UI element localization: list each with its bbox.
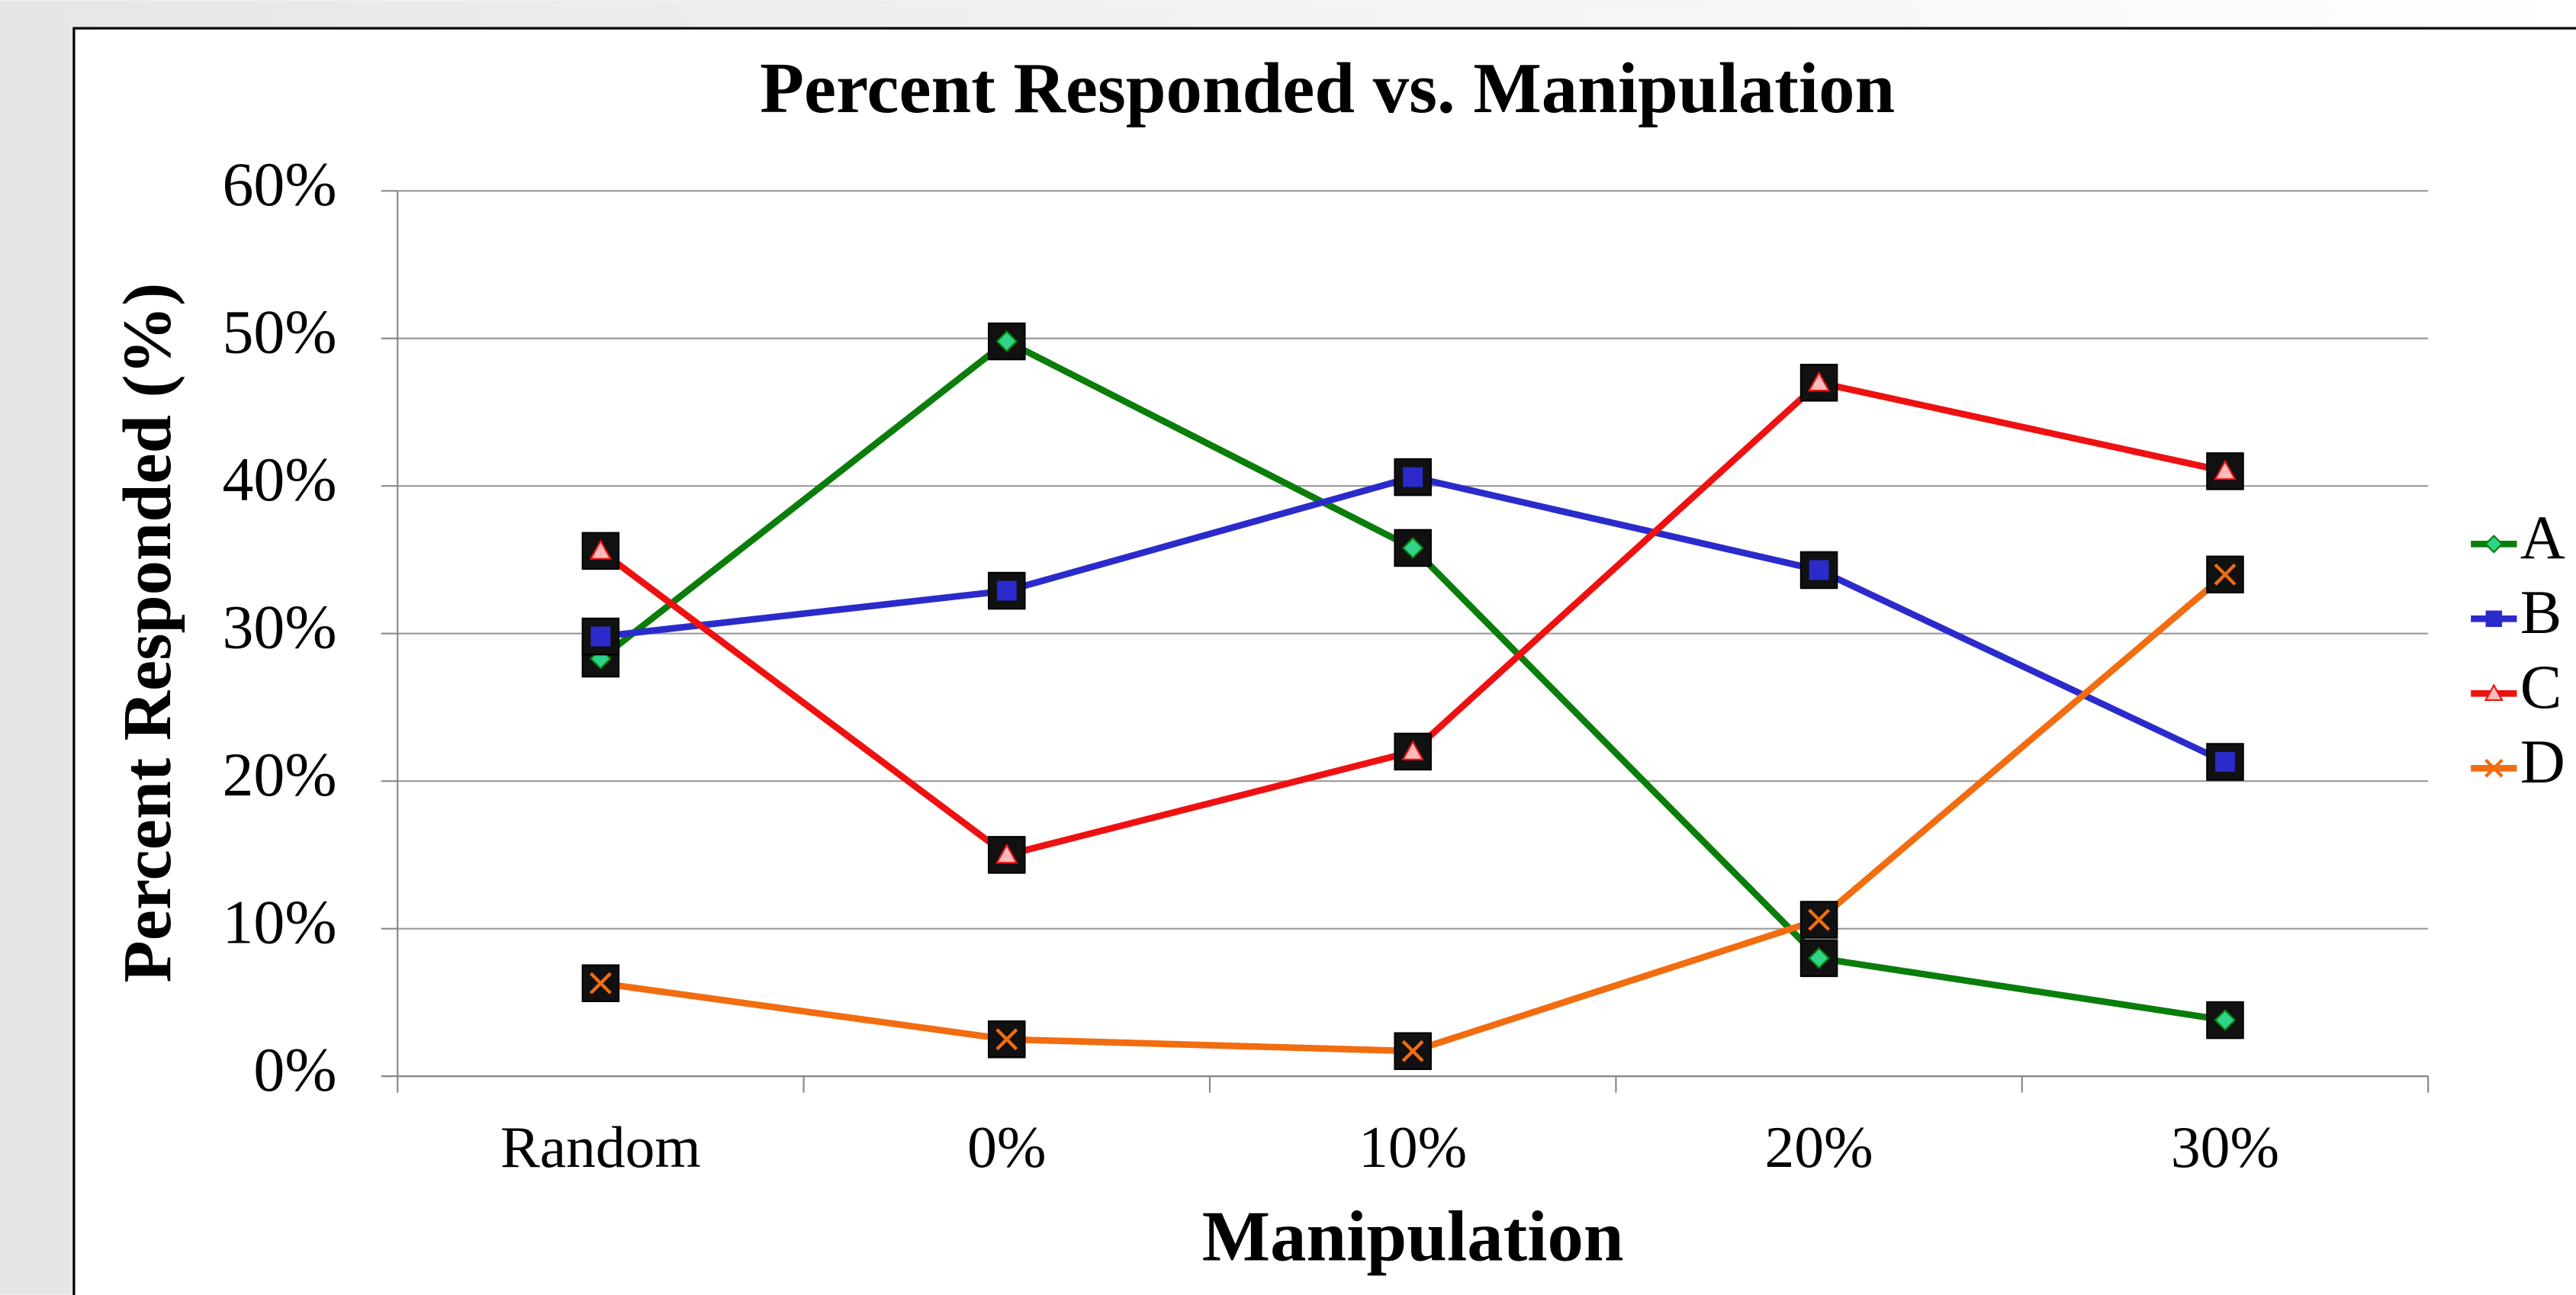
marker [1403, 467, 1423, 487]
marker [1807, 371, 1831, 392]
marker [2485, 610, 2503, 628]
marker [1808, 908, 1831, 931]
y-tick-label: 20% [223, 740, 337, 809]
marker [2214, 459, 2237, 480]
y-tick-label: 40% [223, 445, 337, 514]
y-tick-label: 0% [253, 1035, 336, 1104]
x-tick-label: 0% [967, 1114, 1046, 1180]
marker [995, 330, 1018, 353]
marker [996, 580, 1017, 601]
marker [1809, 560, 1829, 580]
x-tick-label: 30% [2171, 1114, 2279, 1180]
x-tick-label: 10% [1359, 1114, 1467, 1180]
y-tick-label: 50% [223, 297, 337, 367]
marker [1401, 1040, 1424, 1062]
legend-label: C [2520, 652, 2562, 721]
marker [2214, 563, 2237, 586]
point-highlight [1394, 529, 1432, 567]
marker [2215, 752, 2235, 772]
chart-title: Percent Responded vs. Manipulation [760, 49, 1895, 128]
marker [995, 1028, 1018, 1051]
legend-label: A [2520, 503, 2565, 572]
marker [2484, 535, 2504, 554]
marker [589, 972, 612, 995]
marker [1401, 740, 1424, 760]
marker [2484, 759, 2504, 778]
y-axis-label: Percent Responded (%) [108, 283, 185, 983]
marker [995, 843, 1018, 864]
marker [1808, 946, 1831, 969]
y-tick-label: 30% [223, 592, 337, 661]
point-highlight [988, 836, 1026, 874]
legend-label: B [2520, 577, 2562, 647]
marker [589, 539, 613, 560]
x-tick-label: 20% [1765, 1114, 1873, 1180]
legend-label: D [2520, 727, 2565, 796]
marker [1401, 537, 1424, 559]
y-tick-label: 10% [223, 887, 337, 956]
y-tick-label: 60% [223, 149, 337, 219]
x-axis-label: Manipulation [1202, 1197, 1624, 1277]
chart-frame [72, 27, 2576, 1295]
marker [2484, 683, 2504, 701]
x-tick-label: Random [500, 1114, 701, 1180]
marker [2214, 1009, 2237, 1032]
marker [590, 626, 611, 647]
